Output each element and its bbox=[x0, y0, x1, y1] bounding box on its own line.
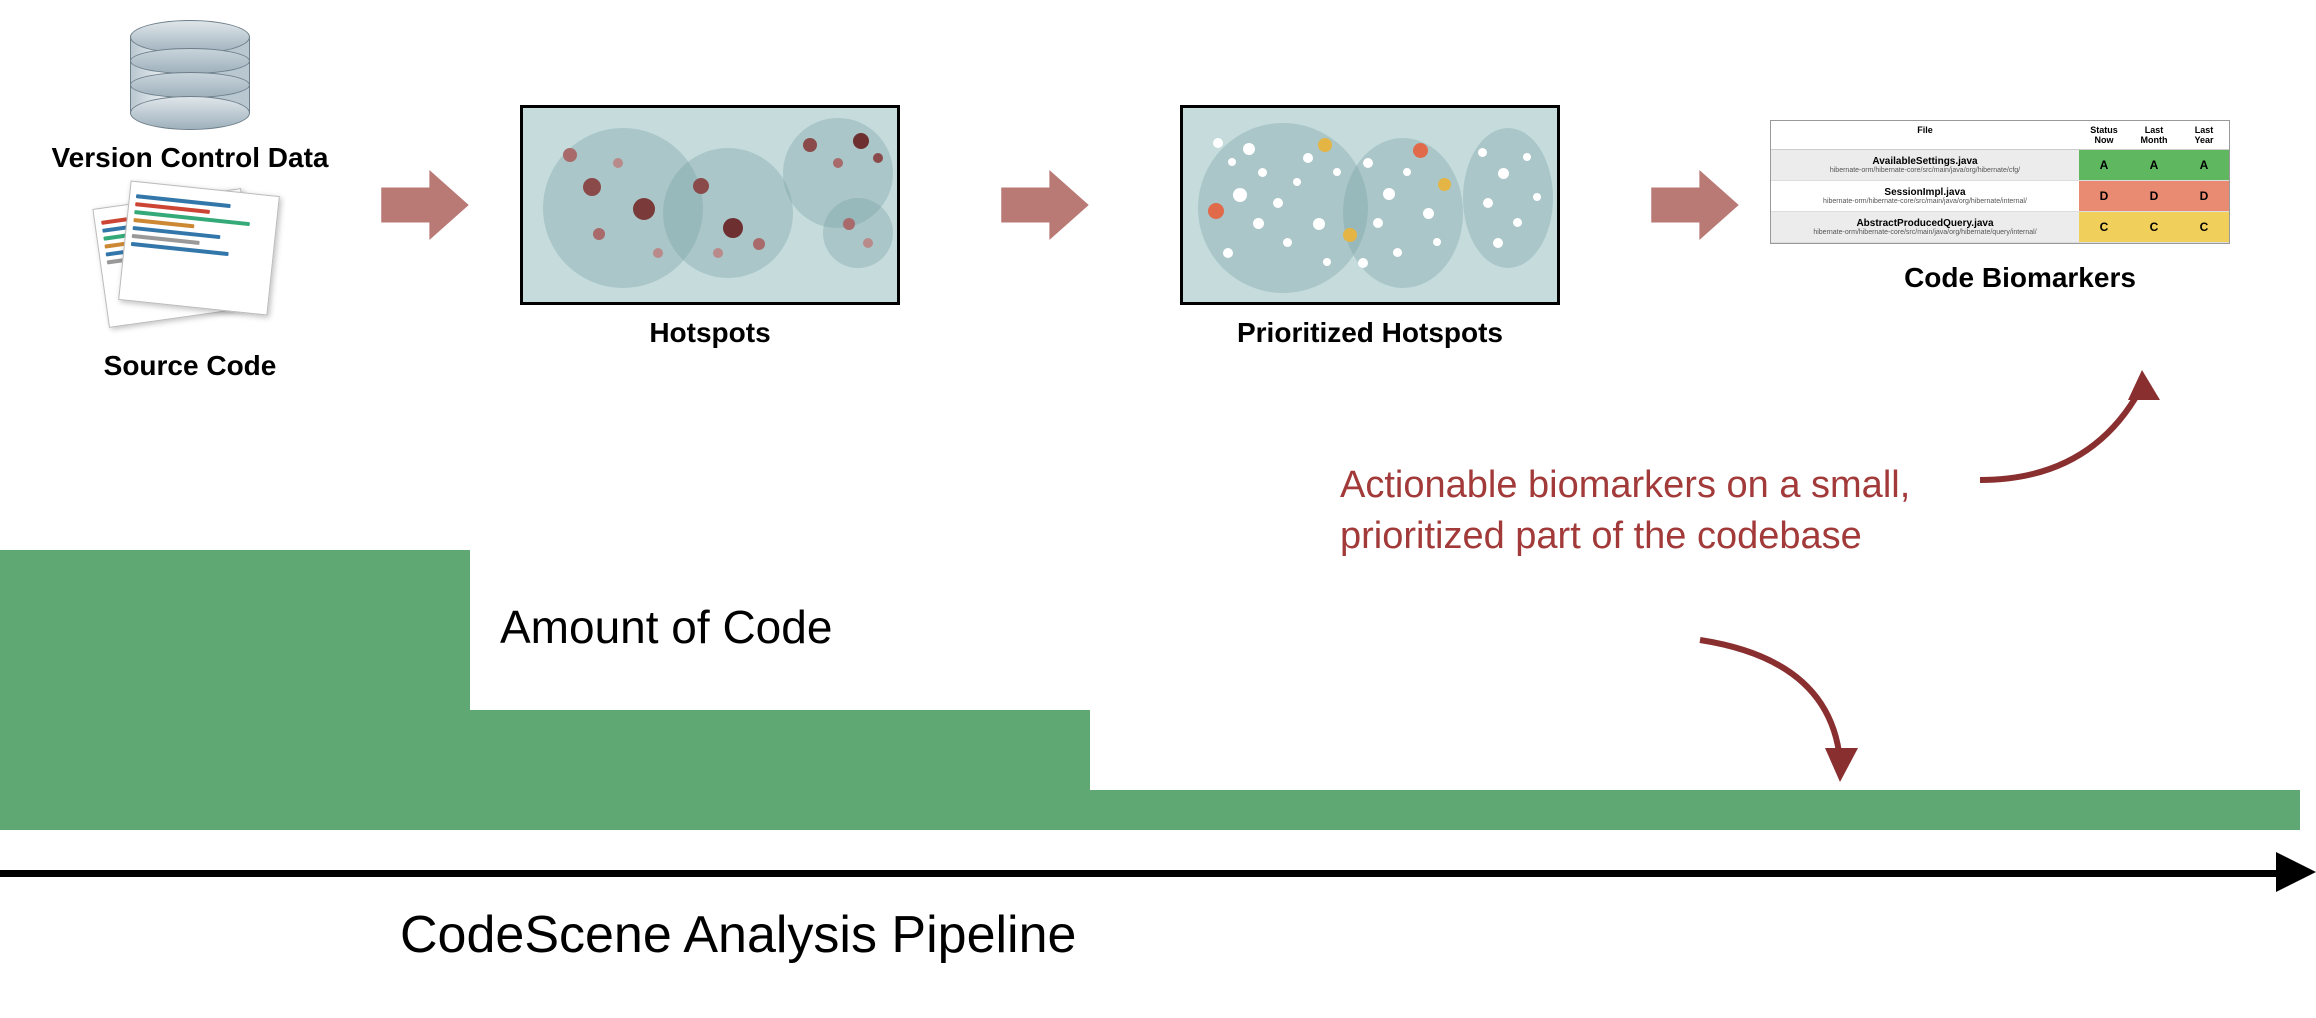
table-row: AvailableSettings.javahibernate-orm/hibe… bbox=[1771, 150, 2229, 181]
col-now: Status Now bbox=[2079, 121, 2129, 149]
grade-cell: A bbox=[2079, 150, 2129, 180]
annotation-arrow-down-icon bbox=[1680, 620, 1900, 790]
arrow-icon bbox=[1000, 170, 1090, 240]
amount-of-code-label: Amount of Code bbox=[500, 600, 832, 654]
file-cell: AbstractProducedQuery.javahibernate-orm/… bbox=[1771, 212, 2079, 242]
grade-cell: A bbox=[2129, 150, 2179, 180]
file-cell: AvailableSettings.javahibernate-orm/hibe… bbox=[1771, 150, 2079, 180]
label-prioritized: Prioritized Hotspots bbox=[1180, 317, 1560, 349]
label-biomarkers: Code Biomarkers bbox=[1770, 262, 2270, 294]
annotation-text: Actionable biomarkers on a small, priori… bbox=[1340, 460, 1980, 563]
file-cell: SessionImpl.javahibernate-orm/hibernate-… bbox=[1771, 181, 2079, 211]
arrow-icon bbox=[380, 170, 470, 240]
col-file: File bbox=[1771, 121, 2079, 149]
stage-biomarkers: File Status Now Last Month Last Year Ava… bbox=[1770, 120, 2270, 294]
table-row: SessionImpl.javahibernate-orm/hibernate-… bbox=[1771, 181, 2229, 212]
table-row: AbstractProducedQuery.javahibernate-orm/… bbox=[1771, 212, 2229, 243]
label-hotspots: Hotspots bbox=[520, 317, 900, 349]
stage-prioritized: Prioritized Hotspots bbox=[1180, 105, 1560, 349]
stage-source: Version Control Data Source Code bbox=[20, 20, 360, 382]
database-icon bbox=[130, 20, 250, 130]
col-lastmonth: Last Month bbox=[2129, 121, 2179, 149]
stage-hotspots: Hotspots bbox=[520, 105, 900, 349]
grade-cell: D bbox=[2179, 181, 2229, 211]
code-amount-bar bbox=[0, 550, 470, 830]
prioritized-visual bbox=[1180, 105, 1560, 305]
hotspots-visual bbox=[520, 105, 900, 305]
col-lastyear: Last Year bbox=[2179, 121, 2229, 149]
grade-cell: C bbox=[2179, 212, 2229, 242]
grade-cell: C bbox=[2079, 212, 2129, 242]
grade-cell: C bbox=[2129, 212, 2179, 242]
code-amount-bar bbox=[470, 710, 1090, 830]
pipeline-axis-label: CodeScene Analysis Pipeline bbox=[400, 905, 1076, 965]
grade-cell: D bbox=[2129, 181, 2179, 211]
pipeline-axis bbox=[0, 870, 2290, 877]
code-amount-bar bbox=[1090, 790, 2300, 830]
grade-cell: D bbox=[2079, 181, 2129, 211]
annotation-arrow-up-icon bbox=[1970, 360, 2190, 500]
arrow-icon bbox=[1650, 170, 1740, 240]
table-header: File Status Now Last Month Last Year bbox=[1771, 121, 2229, 150]
label-source: Source Code bbox=[20, 350, 360, 382]
axis-arrowhead-icon bbox=[2276, 852, 2316, 892]
grade-cell: A bbox=[2179, 150, 2229, 180]
biomarkers-table: File Status Now Last Month Last Year Ava… bbox=[1770, 120, 2230, 244]
source-code-icon bbox=[90, 184, 290, 344]
label-vcs: Version Control Data bbox=[20, 142, 360, 174]
